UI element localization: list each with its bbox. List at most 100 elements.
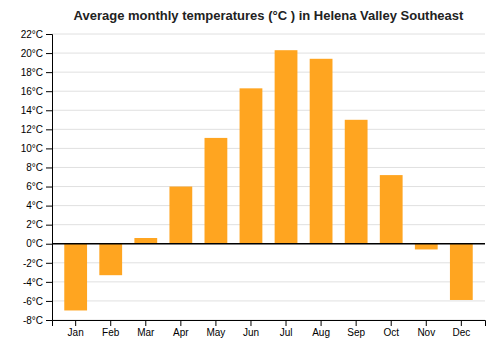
x-tick: Oct <box>383 320 399 338</box>
x-tick-mark <box>75 320 76 326</box>
grid-line <box>52 281 485 282</box>
y-tick-mark <box>46 91 52 92</box>
y-tick-label: -8°C <box>23 315 43 326</box>
y-tick-mark <box>46 225 52 226</box>
chart: Average monthly temperatures (°C ) in He… <box>0 0 500 350</box>
y-tick-label: 0°C <box>26 238 43 249</box>
y-tick: 4°C <box>26 200 52 211</box>
y-tick: 8°C <box>26 162 52 173</box>
y-tick: 20°C <box>21 48 52 59</box>
y-tick: 18°C <box>21 67 52 78</box>
x-tick-mark <box>145 320 146 326</box>
y-tick: 10°C <box>21 143 52 154</box>
grid-line <box>52 186 485 187</box>
x-tick: May <box>206 320 225 338</box>
x-tick: Apr <box>173 320 189 338</box>
x-tick: Sep <box>347 320 365 338</box>
bar <box>240 88 263 243</box>
grid-line <box>52 243 485 244</box>
y-tick-mark <box>46 320 52 321</box>
y-tick: -6°C <box>23 296 52 307</box>
x-tick: Jan <box>68 320 84 338</box>
bar <box>134 238 157 244</box>
x-tick-mark <box>426 320 427 326</box>
grid-line <box>52 91 485 92</box>
x-tick-mark <box>391 320 392 326</box>
x-tick-mark <box>110 320 111 326</box>
y-tick-label: 10°C <box>21 143 43 154</box>
y-tick: -4°C <box>23 277 52 288</box>
x-tick: Aug <box>312 320 330 338</box>
bar <box>64 244 87 311</box>
y-tick-mark <box>46 72 52 73</box>
grid-line <box>52 300 485 301</box>
y-tick-mark <box>46 167 52 168</box>
y-tick-label: 8°C <box>26 162 43 173</box>
x-tick-label: Apr <box>173 327 189 338</box>
y-tick-label: -6°C <box>23 296 43 307</box>
y-tick-label: 12°C <box>21 124 43 135</box>
x-tick: Nov <box>417 320 435 338</box>
x-tick-label: Sep <box>347 327 365 338</box>
bar <box>205 138 228 244</box>
title: Average monthly temperatures (°C ) in He… <box>74 8 464 23</box>
x-tick-label: Aug <box>312 327 330 338</box>
grid-line <box>52 167 485 168</box>
plot-area <box>64 50 472 310</box>
y-tick-label: -2°C <box>23 258 43 269</box>
y-tick-label: -4°C <box>23 277 43 288</box>
y-tick: 0°C <box>26 238 52 249</box>
grid-line <box>52 34 485 35</box>
y-tick-mark <box>46 148 52 149</box>
y-tick: -8°C <box>23 315 52 326</box>
bar <box>450 244 473 300</box>
x-tick-mark <box>461 320 462 326</box>
y-tick: 14°C <box>21 105 52 116</box>
grid-line <box>52 72 485 73</box>
bar <box>380 175 403 244</box>
x-tick-mark <box>215 320 216 326</box>
grid-line <box>52 205 485 206</box>
grid-line <box>52 110 485 111</box>
bar <box>275 50 298 244</box>
y-tick-label: 4°C <box>26 200 43 211</box>
zero-line <box>52 243 485 245</box>
bar <box>345 120 368 244</box>
x-tick-label: May <box>206 327 225 338</box>
x-tick-label: Jan <box>68 327 84 338</box>
grid-line <box>52 148 485 149</box>
y-tick-label: 16°C <box>21 86 43 97</box>
y-tick: 16°C <box>21 86 52 97</box>
y-tick-mark <box>46 187 52 188</box>
y-tick-mark <box>46 53 52 54</box>
y-tick-label: 20°C <box>21 48 43 59</box>
grid <box>52 34 485 320</box>
x-tick-mark <box>250 320 251 326</box>
y-tick-label: 18°C <box>21 67 43 78</box>
y-tick-mark <box>46 206 52 207</box>
x-tick-mark <box>286 320 287 326</box>
x-tick: Dec <box>452 320 470 338</box>
x-tick-label: Nov <box>417 327 435 338</box>
y-tick: -2°C <box>23 258 52 269</box>
y-tick: 2°C <box>26 219 52 230</box>
y-tick-mark <box>46 244 52 245</box>
bar <box>99 244 122 275</box>
x-tick: Jul <box>280 320 293 338</box>
y-tick-label: 14°C <box>21 105 43 116</box>
x-tick: Mar <box>137 320 155 338</box>
x-tick-mark <box>356 320 357 326</box>
y-tick-mark <box>46 34 52 35</box>
x-tick-mark <box>180 320 181 326</box>
grid-line <box>52 53 485 54</box>
bar <box>169 187 192 244</box>
x-axis: JanFebMarAprMayJunJulAugSepOctNovDec <box>53 320 486 338</box>
x-tick-label: Mar <box>137 327 155 338</box>
bar <box>310 59 333 244</box>
x-tick-label: Dec <box>452 327 470 338</box>
y-tick-mark <box>46 301 52 302</box>
bar <box>415 244 438 250</box>
y-axis: -8°C-6°C-4°C-2°C0°C2°C4°C6°C8°C10°C12°C1… <box>21 29 53 326</box>
y-tick: 12°C <box>21 124 52 135</box>
y-axis-line <box>46 35 53 321</box>
